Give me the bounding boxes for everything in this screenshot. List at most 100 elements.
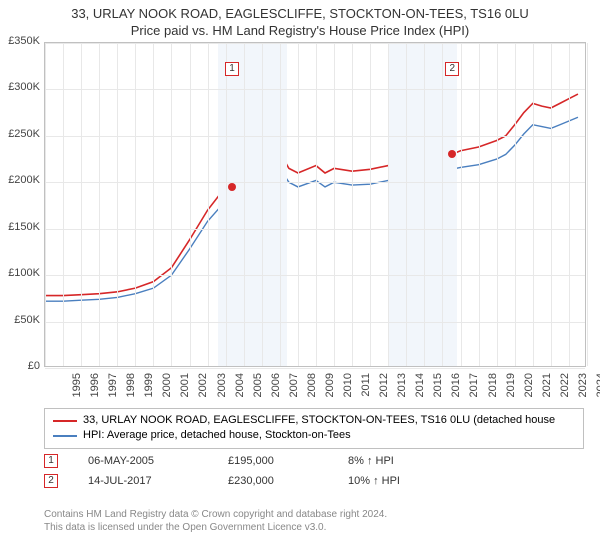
grid-v — [587, 43, 588, 366]
sales-price: £195,000 — [228, 455, 318, 467]
grid-h — [45, 229, 585, 230]
grid-v — [316, 43, 317, 366]
sales-row: 2 14-JUL-2017 £230,000 10% ↑ HPI — [44, 474, 400, 488]
marker-box-2: 2 — [445, 62, 459, 76]
series-price_paid — [45, 94, 578, 295]
x-tick-label: 2002 — [197, 373, 209, 403]
x-tick-label: 2019 — [505, 373, 517, 403]
sales-marker: 1 — [44, 454, 58, 468]
x-tick-label: 1999 — [143, 373, 155, 403]
x-tick-label: 2001 — [179, 373, 191, 403]
grid-v — [442, 43, 443, 366]
sales-delta: 8% ↑ HPI — [348, 455, 394, 467]
sales-date: 06-MAY-2005 — [88, 455, 198, 467]
y-tick-label: £300K — [0, 81, 40, 93]
x-tick-label: 2011 — [360, 373, 372, 403]
plot-area: 12 — [44, 42, 586, 367]
legend-text-1: HPI: Average price, detached house, Stoc… — [83, 428, 351, 443]
marker-box-1: 1 — [225, 62, 239, 76]
legend-text-0: 33, URLAY NOOK ROAD, EAGLESCLIFFE, STOCK… — [83, 413, 555, 428]
marker-dot-1 — [228, 183, 236, 191]
legend-swatch-0 — [53, 420, 77, 422]
grid-v — [280, 43, 281, 366]
grid-v — [99, 43, 100, 366]
footer-note: Contains HM Land Registry data © Crown c… — [44, 508, 387, 534]
x-tick-label: 2004 — [234, 373, 246, 403]
x-tick-label: 2017 — [468, 373, 480, 403]
y-tick-label: £200K — [0, 174, 40, 186]
chart-container: 33, URLAY NOOK ROAD, EAGLESCLIFFE, STOCK… — [0, 0, 600, 560]
grid-v — [208, 43, 209, 366]
x-tick-label: 2015 — [432, 373, 444, 403]
x-tick-label: 1995 — [71, 373, 83, 403]
grid-v — [226, 43, 227, 366]
grid-v — [334, 43, 335, 366]
grid-v — [135, 43, 136, 366]
title-block: 33, URLAY NOOK ROAD, EAGLESCLIFFE, STOCK… — [0, 0, 600, 44]
y-tick-label: £150K — [0, 221, 40, 233]
y-tick-label: £100K — [0, 267, 40, 279]
x-tick-label: 2008 — [306, 373, 318, 403]
grid-v — [45, 43, 46, 366]
grid-h — [45, 89, 585, 90]
y-tick-label: £350K — [0, 35, 40, 47]
x-tick-label: 2003 — [216, 373, 228, 403]
grid-v — [388, 43, 389, 366]
footer-line-2: This data is licensed under the Open Gov… — [44, 521, 387, 534]
grid-h — [45, 368, 585, 369]
x-tick-label: 1996 — [89, 373, 101, 403]
grid-h — [45, 182, 585, 183]
grid-v — [117, 43, 118, 366]
grid-h — [45, 43, 585, 44]
grid-v — [479, 43, 480, 366]
grid-v — [406, 43, 407, 366]
grid-v — [497, 43, 498, 366]
sales-date: 14-JUL-2017 — [88, 475, 198, 487]
y-tick-label: £250K — [0, 128, 40, 140]
x-tick-label: 1998 — [125, 373, 137, 403]
grid-v — [153, 43, 154, 366]
x-tick-label: 2021 — [541, 373, 553, 403]
grid-h — [45, 275, 585, 276]
footer-line-1: Contains HM Land Registry data © Crown c… — [44, 508, 387, 521]
grid-v — [424, 43, 425, 366]
x-tick-label: 1997 — [107, 373, 119, 403]
sales-delta: 10% ↑ HPI — [348, 475, 400, 487]
x-tick-label: 2018 — [487, 373, 499, 403]
grid-v — [81, 43, 82, 366]
x-tick-label: 2007 — [288, 373, 300, 403]
x-tick-label: 2010 — [342, 373, 354, 403]
grid-v — [370, 43, 371, 366]
title-line-2: Price paid vs. HM Land Registry's House … — [0, 23, 600, 40]
x-tick-label: 2006 — [270, 373, 282, 403]
x-tick-label: 2016 — [450, 373, 462, 403]
x-tick-label: 2000 — [161, 373, 173, 403]
grid-v — [244, 43, 245, 366]
grid-v — [190, 43, 191, 366]
volatility-band-0 — [218, 43, 287, 366]
y-tick-label: £0 — [0, 360, 40, 372]
legend-swatch-1 — [53, 435, 77, 437]
grid-v — [461, 43, 462, 366]
legend-box: 33, URLAY NOOK ROAD, EAGLESCLIFFE, STOCK… — [44, 408, 584, 449]
series-hpi — [45, 117, 578, 301]
x-tick-label: 2005 — [252, 373, 264, 403]
sales-table: 1 06-MAY-2005 £195,000 8% ↑ HPI 2 14-JUL-2017… — [44, 454, 400, 494]
legend-row-1: HPI: Average price, detached house, Stoc… — [53, 428, 575, 443]
grid-v — [515, 43, 516, 366]
y-tick-label: £50K — [0, 314, 40, 326]
sales-row: 1 06-MAY-2005 £195,000 8% ↑ HPI — [44, 454, 400, 468]
volatility-band-1 — [388, 43, 457, 366]
grid-v — [63, 43, 64, 366]
sales-price: £230,000 — [228, 475, 318, 487]
grid-v — [298, 43, 299, 366]
x-tick-label: 2013 — [396, 373, 408, 403]
grid-v — [171, 43, 172, 366]
grid-v — [569, 43, 570, 366]
grid-v — [352, 43, 353, 366]
x-tick-label: 2014 — [414, 373, 426, 403]
legend-row-0: 33, URLAY NOOK ROAD, EAGLESCLIFFE, STOCK… — [53, 413, 575, 428]
sales-marker: 2 — [44, 474, 58, 488]
grid-h — [45, 136, 585, 137]
x-tick-label: 2023 — [577, 373, 589, 403]
